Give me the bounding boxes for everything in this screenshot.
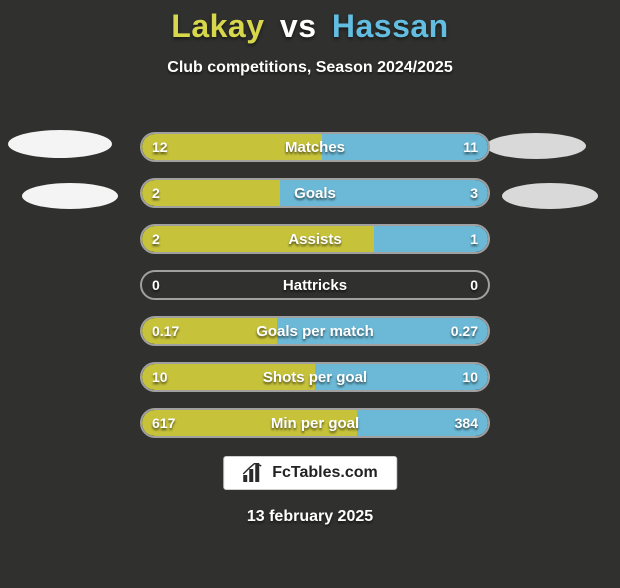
stat-value-left: 0	[152, 272, 160, 298]
stat-fill-right	[277, 318, 488, 344]
stat-fill-left	[142, 134, 322, 160]
title-left-name: Lakay	[171, 8, 264, 44]
stat-row: Min per goal617384	[140, 408, 490, 438]
stat-label: Hattricks	[142, 272, 488, 298]
badge-ellipse	[22, 183, 118, 209]
stat-row: Shots per goal1010	[140, 362, 490, 392]
stat-fill-right	[280, 180, 488, 206]
title-right-name: Hassan	[332, 8, 449, 44]
title-vs: vs	[280, 8, 317, 44]
footer-brand-chip: FcTables.com	[223, 456, 397, 490]
stat-fill-right	[374, 226, 488, 252]
subtitle: Club competitions, Season 2024/2025	[0, 59, 620, 77]
footer-date: 13 february 2025	[0, 508, 620, 526]
brand-bars-icon	[242, 463, 264, 483]
stat-row: Goals per match0.170.27	[140, 316, 490, 346]
stat-fill-left	[142, 318, 277, 344]
stat-fill-left	[142, 410, 357, 436]
stat-fill-left	[142, 364, 315, 390]
footer-brand-text: FcTables.com	[272, 464, 378, 482]
stat-row: Goals23	[140, 178, 490, 208]
stat-fill-right	[357, 410, 488, 436]
stat-bars: Matches1211 Goals23 Assists21 Hattricks0 0 Go…	[140, 132, 490, 454]
stat-row: Assists21	[140, 224, 490, 254]
stat-fill-left	[142, 226, 374, 252]
stat-fill-right	[322, 134, 488, 160]
comparison-title: Lakay vs Hassan	[0, 8, 620, 45]
badge-ellipse	[486, 133, 586, 159]
badge-ellipse	[502, 183, 598, 209]
stat-value-right: 0	[470, 272, 478, 298]
stat-fill-right	[315, 364, 488, 390]
stat-row: Matches1211	[140, 132, 490, 162]
stat-fill-left	[142, 180, 280, 206]
badge-ellipse	[8, 130, 112, 158]
stat-row: Hattricks0 0	[140, 270, 490, 300]
